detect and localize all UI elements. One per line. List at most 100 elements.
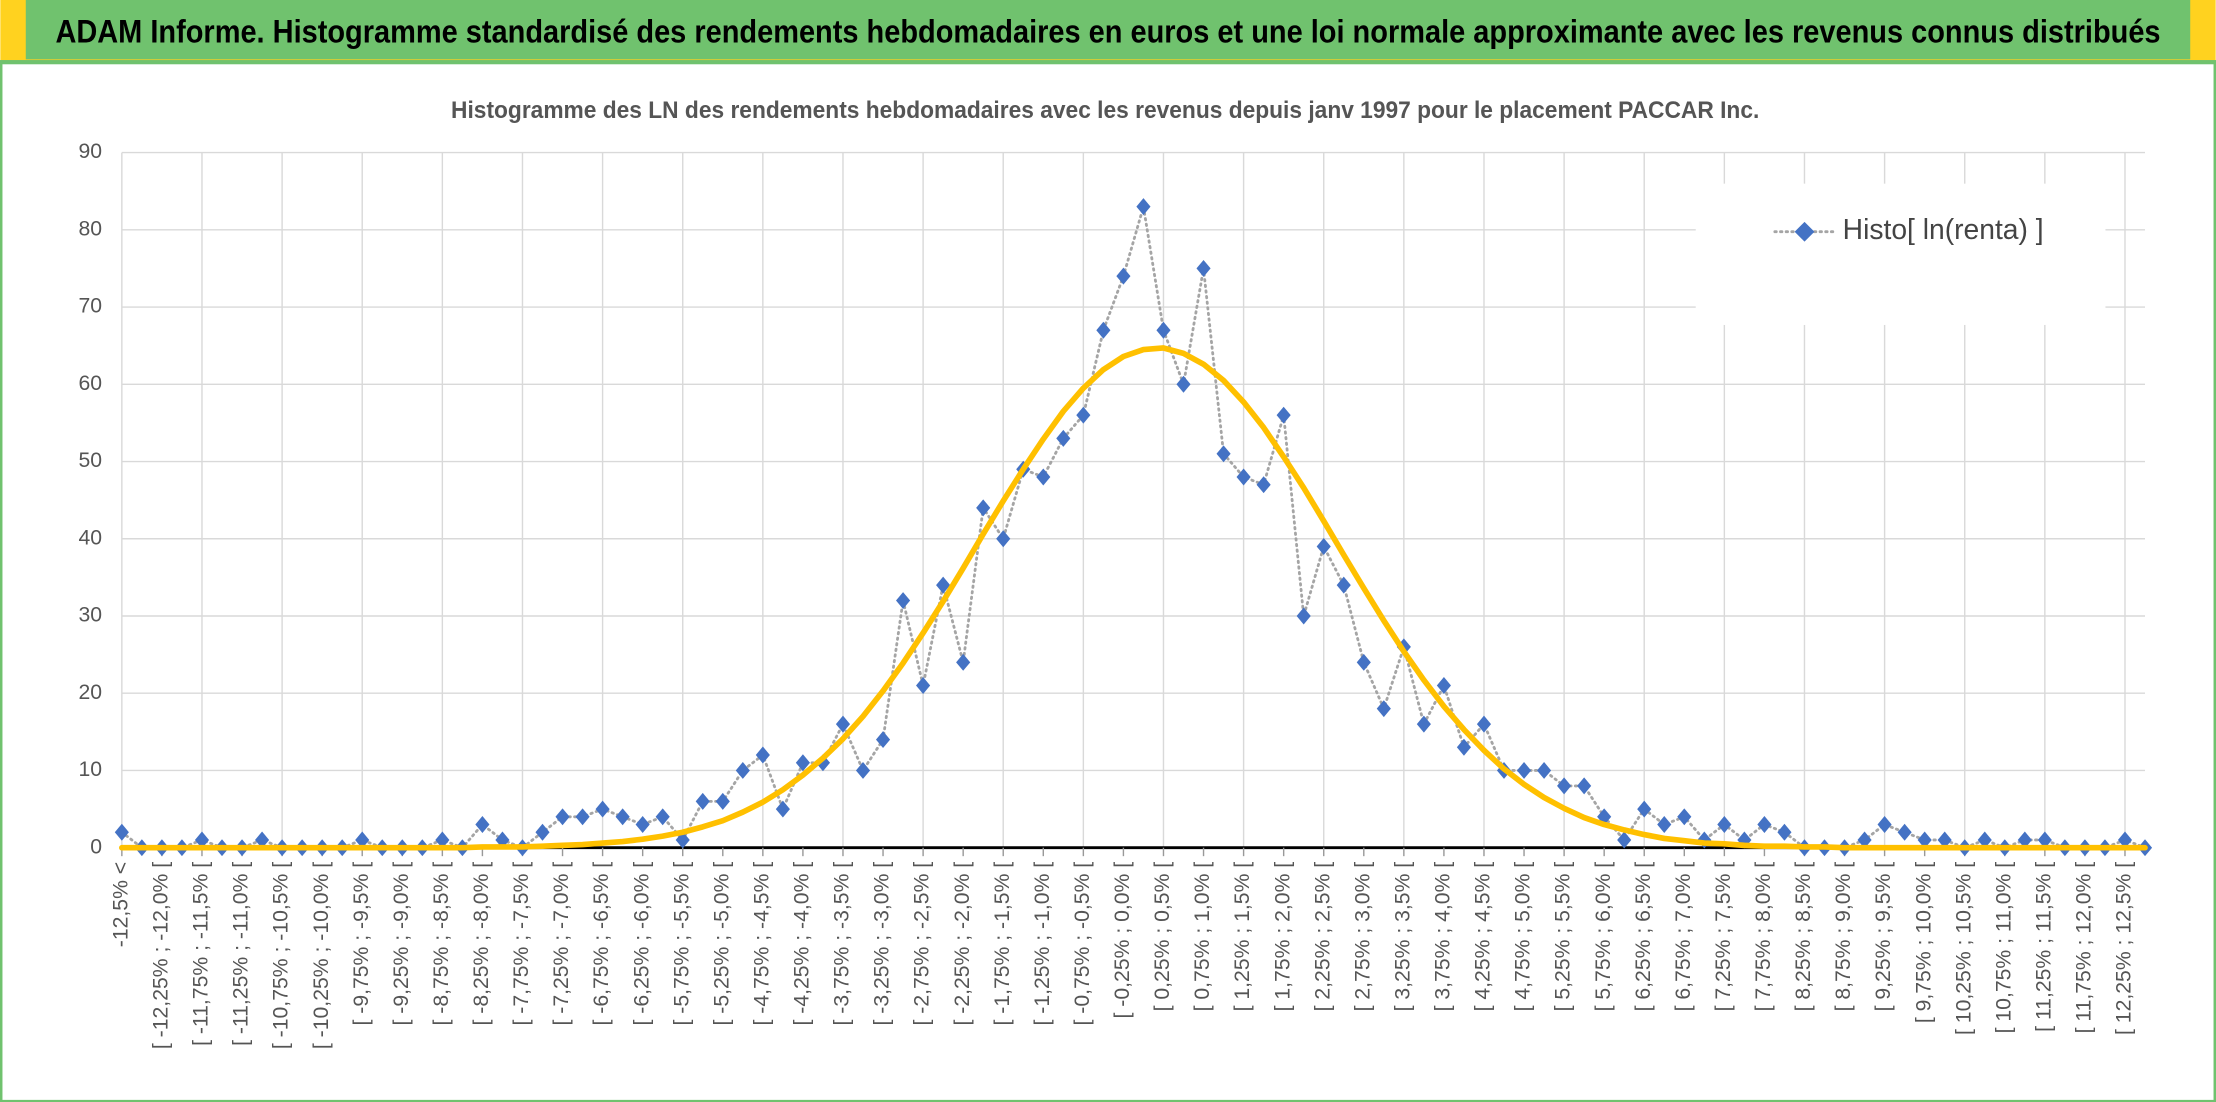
x-tick-label: [ 5,75% ; 6,0% [ bbox=[1592, 862, 1615, 1012]
data-point bbox=[535, 823, 550, 841]
x-tick-label: [ -0,25% ; 0,0% [ bbox=[1111, 862, 1134, 1019]
x-tick-label: [ 6,25% ; 6,5% [ bbox=[1632, 862, 1655, 1012]
y-tick-label: 0 bbox=[90, 835, 102, 858]
x-tick-label: [ -6,75% ; -6,5% [ bbox=[590, 862, 613, 1026]
x-tick-label: [ -4,75% ; -4,5% [ bbox=[750, 862, 773, 1026]
x-tick-label: [ -4,25% ; -4,0% [ bbox=[791, 862, 814, 1026]
data-point bbox=[1176, 375, 1191, 393]
x-tick-label: [ 0,75% ; 1,0% [ bbox=[1191, 862, 1214, 1012]
x-tick-label: [ -7,25% ; -7,0% [ bbox=[550, 862, 573, 1026]
data-point bbox=[1056, 429, 1071, 447]
x-tick-label: [ 9,25% ; 9,5% [ bbox=[1872, 862, 1895, 1012]
x-tick-label: [ 0,25% ; 0,5% [ bbox=[1151, 862, 1174, 1012]
x-tick-label: [ -3,75% ; -3,5% [ bbox=[831, 862, 854, 1026]
y-tick-label: 40 bbox=[78, 526, 102, 549]
x-tick-label: [ 4,25% ; 4,5% [ bbox=[1472, 862, 1495, 1012]
data-point bbox=[635, 816, 650, 833]
x-tick-label: [ 12,25% ; 12,5% [ bbox=[2113, 862, 2136, 1035]
x-tick-label: [ 10,75% ; 11,0% [ bbox=[1992, 862, 2015, 1034]
data-point bbox=[1216, 445, 1231, 463]
x-tick-label: [ 2,25% ; 2,5% [ bbox=[1311, 862, 1334, 1012]
y-tick-label: 70 bbox=[78, 295, 102, 318]
data-point bbox=[1436, 677, 1451, 694]
data-point bbox=[755, 746, 770, 764]
x-tick-label: [ -10,25% ; -10,0% [ bbox=[310, 862, 333, 1049]
data-point bbox=[835, 715, 851, 733]
data-point bbox=[1537, 761, 1552, 779]
x-tick-label: [ -10,75% ; -10,5% [ bbox=[270, 862, 293, 1049]
series-line bbox=[119, 345, 2148, 851]
x-tick-label: [ 8,75% ; 9,0% [ bbox=[1832, 862, 1855, 1012]
x-tick-label: [ 3,75% ; 4,0% [ bbox=[1432, 862, 1455, 1012]
y-tick-label: 50 bbox=[78, 449, 102, 472]
x-tick-label: [ 8,25% ; 8,5% [ bbox=[1792, 862, 1815, 1012]
data-point bbox=[956, 653, 971, 671]
x-tick-label: [ 9,75% ; 10,0% [ bbox=[1912, 862, 1935, 1023]
x-tick-label: [ 11,25% ; 11,5% [ bbox=[2032, 862, 2055, 1032]
data-point bbox=[1557, 777, 1572, 795]
data-point bbox=[1236, 468, 1251, 486]
x-tick-label: [ 2,75% ; 3,0% [ bbox=[1351, 862, 1374, 1012]
data-point bbox=[1416, 715, 1431, 733]
data-point bbox=[1256, 476, 1271, 494]
x-tick-label: [ 11,75% ; 12,0% [ bbox=[2073, 862, 2096, 1034]
legend-label: Histo[ ln(renta) ] bbox=[1843, 213, 2044, 245]
x-tick-label: [ 1,25% ; 1,5% [ bbox=[1231, 862, 1254, 1012]
data-point bbox=[595, 800, 610, 818]
data-point bbox=[1777, 823, 1792, 841]
data-point bbox=[1296, 607, 1311, 625]
x-tick-label: -12,5% < bbox=[109, 862, 132, 947]
x-tick-label: [ 7,25% ; 7,5% [ bbox=[1712, 862, 1735, 1012]
data-point bbox=[1516, 761, 1532, 779]
data-point bbox=[1637, 800, 1652, 818]
data-point bbox=[1196, 259, 1211, 277]
x-tick-label: [ -5,25% ; -5,0% [ bbox=[710, 862, 733, 1026]
data-point bbox=[1376, 700, 1391, 718]
y-tick-label: 20 bbox=[78, 681, 102, 704]
x-tick-label: [ -11,25% ; -11,0% [ bbox=[230, 862, 253, 1046]
data-point bbox=[1977, 831, 1992, 849]
x-tick-label: [ -7,75% ; -7,5% [ bbox=[510, 862, 533, 1026]
data-point bbox=[1276, 406, 1291, 424]
x-tick-label: [ -1,25% ; -1,0% [ bbox=[1031, 862, 1054, 1026]
y-tick-label: 90 bbox=[78, 140, 102, 163]
data-point bbox=[1096, 321, 1111, 339]
x-tick-label: [ 5,25% ; 5,5% [ bbox=[1552, 862, 1575, 1012]
data-point bbox=[1657, 816, 1672, 833]
x-tick-label: [ 10,25% ; 10,5% [ bbox=[1952, 862, 1975, 1035]
data-point bbox=[1577, 777, 1592, 795]
data-point bbox=[735, 761, 750, 779]
data-point bbox=[795, 754, 810, 772]
x-tick-label: [ 7,75% ; 8,0% [ bbox=[1752, 862, 1775, 1012]
legend-marker bbox=[1794, 221, 1815, 242]
banner bbox=[25, 0, 2191, 60]
legend-box bbox=[1695, 183, 2106, 325]
data-point bbox=[855, 761, 871, 779]
x-tick-label: [ -3,25% ; -3,0% [ bbox=[871, 862, 894, 1026]
x-tick-label: [ 6,75% ; 7,0% [ bbox=[1672, 862, 1695, 1012]
x-tick-label: [ -8,25% ; -8,0% [ bbox=[470, 862, 493, 1026]
x-tick-label: [ 4,75% ; 5,0% [ bbox=[1512, 862, 1535, 1012]
data-point bbox=[1917, 831, 1932, 849]
data-point bbox=[695, 792, 710, 810]
x-tick-label: [ -12,25% ; -12,0% [ bbox=[150, 862, 173, 1049]
data-point bbox=[916, 677, 931, 694]
x-tick-label: [ -2,25% ; -2,0% [ bbox=[951, 862, 974, 1026]
data-point bbox=[355, 831, 370, 849]
x-tick-label: [ -2,75% ; -2,5% [ bbox=[911, 862, 934, 1026]
y-tick-label: 10 bbox=[78, 758, 102, 781]
data-point bbox=[194, 831, 210, 849]
y-tick-label: 80 bbox=[78, 217, 102, 240]
data-point bbox=[1617, 831, 1632, 849]
data-point bbox=[1036, 468, 1051, 486]
data-point bbox=[2017, 831, 2032, 849]
data-point bbox=[1476, 715, 1492, 733]
chart-title: Histogramme des LN des rendements hebdom… bbox=[451, 97, 1759, 124]
data-point bbox=[1877, 816, 1892, 833]
data-point bbox=[996, 530, 1011, 548]
data-point bbox=[1937, 831, 1952, 849]
x-tick-label: [ -0,75% ; -0,5% [ bbox=[1071, 862, 1094, 1026]
data-point bbox=[1717, 816, 1732, 833]
